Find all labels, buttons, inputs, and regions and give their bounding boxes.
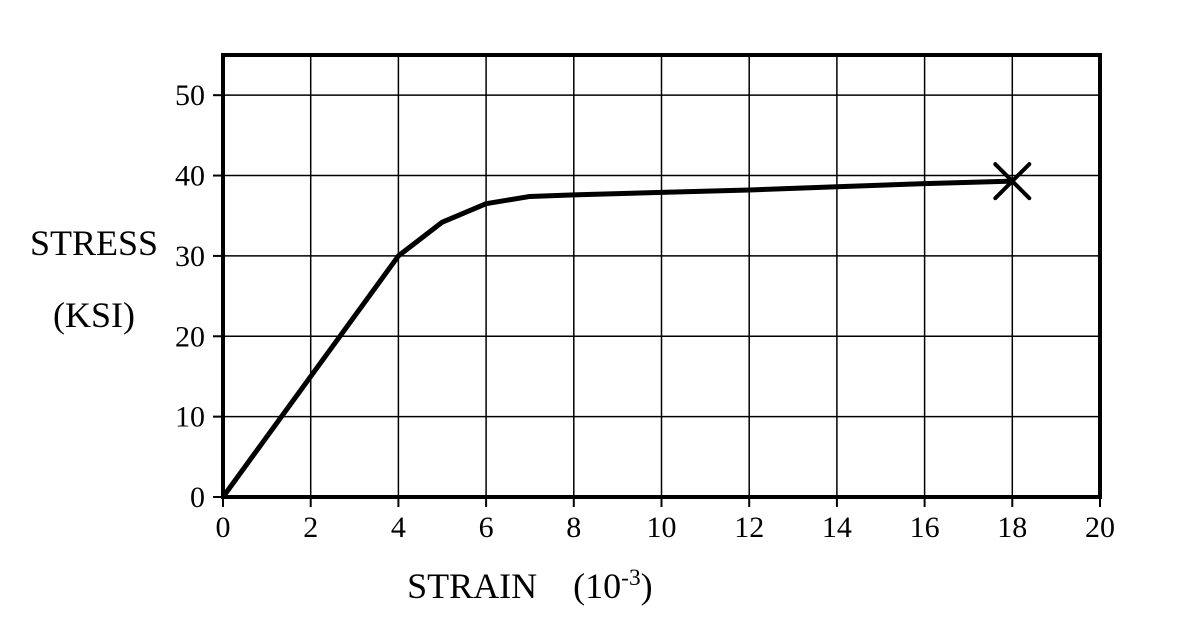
svg-text:40: 40 bbox=[175, 160, 205, 193]
x-axis-label: STRAIN (10-3) bbox=[0, 565, 1200, 607]
stress-strain-chart: 0 10 20 30 40 50 0 2 4 6 8 10 12 14 16 18 20 bbox=[0, 0, 1200, 631]
svg-text:10: 10 bbox=[175, 401, 205, 434]
svg-text:0: 0 bbox=[190, 481, 205, 514]
svg-text:18: 18 bbox=[997, 511, 1027, 544]
svg-text:16: 16 bbox=[910, 511, 940, 544]
x-axis-label-word2: (10-3) bbox=[573, 566, 653, 606]
svg-text:12: 12 bbox=[734, 511, 764, 544]
y-axis-label-line2: (KSI) bbox=[30, 290, 158, 340]
svg-text:14: 14 bbox=[822, 511, 852, 544]
y-axis-label-line1: STRESS bbox=[30, 218, 158, 268]
svg-text:2: 2 bbox=[303, 511, 318, 544]
svg-text:4: 4 bbox=[391, 511, 406, 544]
chart-stage: STRESS (KSI) 0 10 20 30 40 50 0 2 4 6 8 10 12 14 16 18 2… bbox=[0, 0, 1200, 631]
svg-text:20: 20 bbox=[175, 320, 205, 353]
svg-text:30: 30 bbox=[175, 240, 205, 273]
svg-text:6: 6 bbox=[479, 511, 494, 544]
svg-text:8: 8 bbox=[566, 511, 581, 544]
y-axis-label: STRESS (KSI) bbox=[30, 218, 158, 341]
svg-text:50: 50 bbox=[175, 79, 205, 112]
svg-text:20: 20 bbox=[1085, 511, 1115, 544]
svg-text:0: 0 bbox=[216, 511, 231, 544]
svg-text:10: 10 bbox=[647, 511, 677, 544]
x-axis-label-word1: STRAIN bbox=[407, 566, 537, 606]
